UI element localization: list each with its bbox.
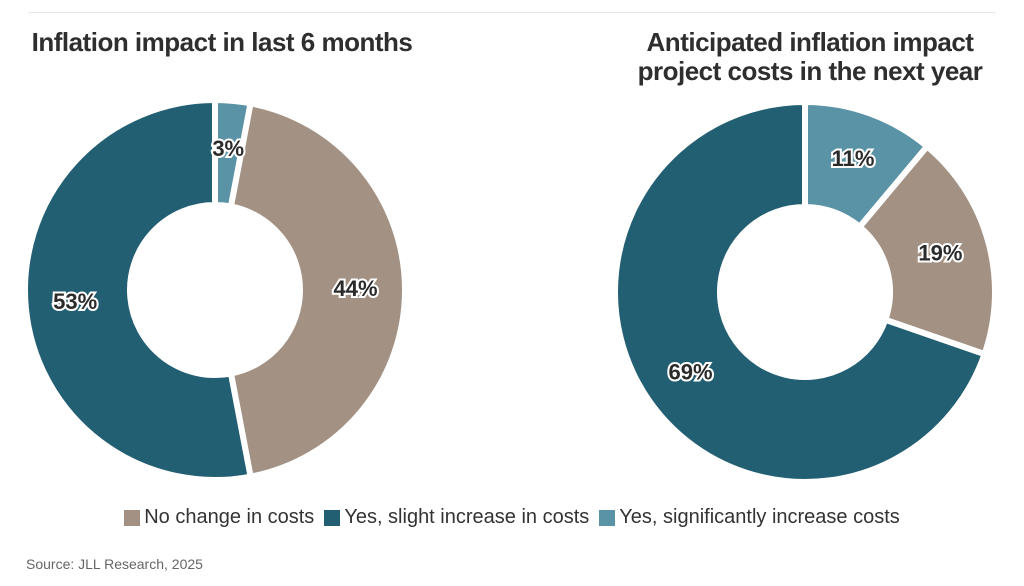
data-label: 53%: [53, 289, 97, 314]
legend-swatch: [124, 509, 141, 526]
legend-swatch: [324, 509, 341, 526]
legend-swatch: [599, 509, 616, 526]
data-label: 11%: [832, 146, 875, 171]
legend-label: No change in costs: [144, 506, 315, 528]
data-label: 19%: [918, 240, 962, 265]
chart-title-right: Anticipated inflation impact project cos…: [637, 27, 983, 86]
source-note: Source: JLL Research, 2025: [26, 556, 203, 572]
chart-title-left: Inflation impact in last 6 months: [31, 27, 413, 57]
legend-label: Yes, significantly increase costs: [619, 506, 900, 528]
donut-slice-1-3: [22, 97, 254, 483]
legend-label: Yes, slight increase in costs: [344, 506, 590, 528]
data-label: 69%: [669, 359, 713, 384]
donut-slice-2-3: [612, 99, 988, 485]
data-label: 3%: [212, 136, 244, 161]
donut-slice-2-2: [856, 143, 998, 358]
legend-item-slight-increase: Yes, slight increase in costs: [324, 506, 589, 529]
data-label: 44%: [333, 276, 377, 301]
donut-slice-1-2: [227, 100, 409, 480]
top-divider: [28, 12, 996, 13]
legend: No change in costs Yes, slight increase …: [0, 506, 1024, 529]
legend-item-significant-increase: Yes, significantly increase costs: [599, 506, 900, 529]
legend-item-no-change: No change in costs: [124, 506, 314, 529]
